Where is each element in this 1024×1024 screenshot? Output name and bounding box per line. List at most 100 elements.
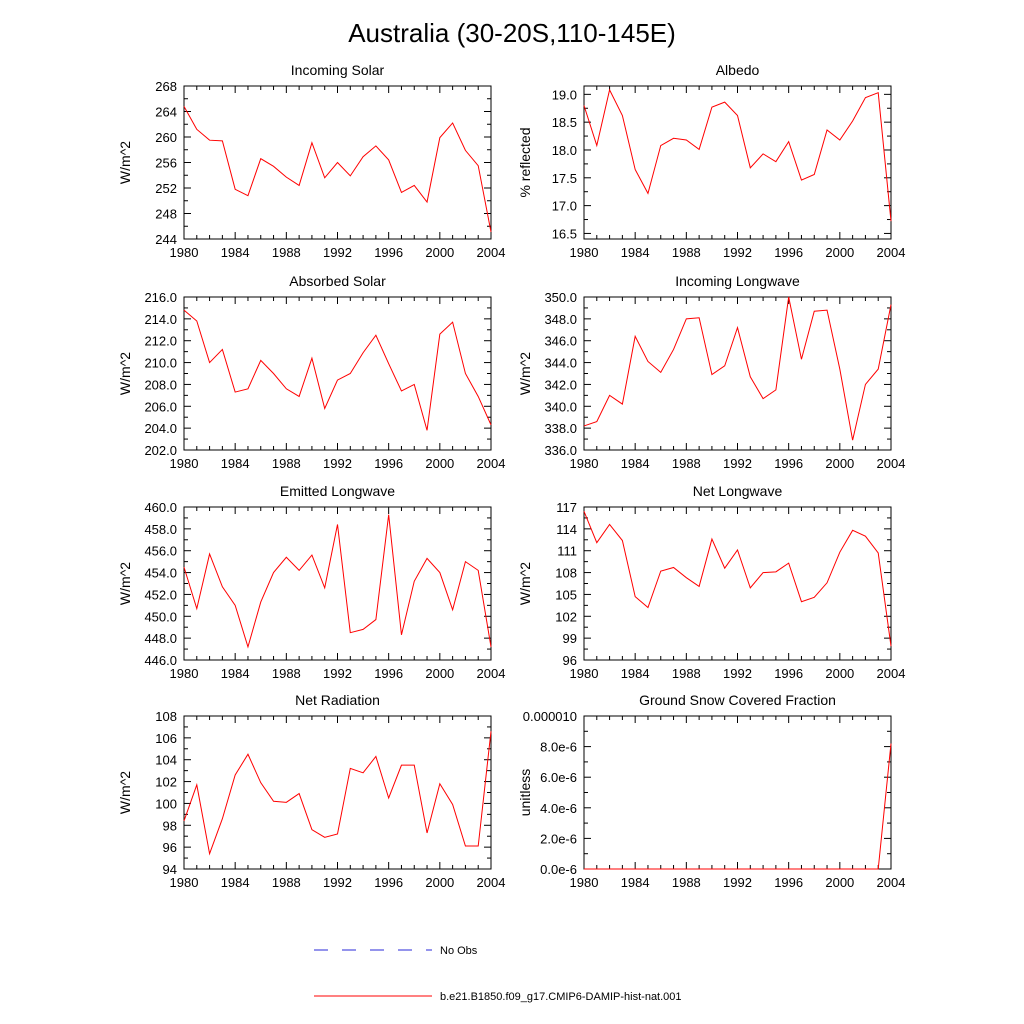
y-tick-label: 117: [556, 500, 577, 515]
y-tick-label: 216.0: [144, 290, 177, 305]
y-tick-label: 102: [155, 775, 177, 790]
series-line: [583, 88, 892, 222]
panel-title: Net Radiation: [295, 692, 380, 708]
y-tick-label: 96: [563, 653, 577, 668]
x-tick-label: 1996: [774, 456, 803, 471]
figure-title: Australia (30-20S,110-145E): [348, 18, 676, 48]
y-tick-label: 108: [555, 566, 577, 581]
y-tick-label: 248: [155, 207, 177, 222]
x-tick-label: 2000: [425, 875, 454, 890]
y-tick-label: 114: [556, 522, 577, 537]
y-tick-label: 18.5: [552, 115, 577, 130]
y-tick-label: 454.0: [144, 566, 177, 581]
y-tick-label: 212.0: [144, 334, 177, 349]
x-tick-label: 2000: [825, 875, 854, 890]
chart-panel: Net Radiation 1980 1984 1988 1992 1996 2000 200…: [117, 692, 505, 890]
panel-title: Net Longwave: [693, 483, 783, 499]
y-tick-label: 98: [163, 818, 177, 833]
plot-frame: [583, 85, 892, 240]
series-line: [183, 106, 492, 233]
y-tick-label: 106: [155, 731, 177, 746]
chart-panel: Incoming Longwave 1980 1984 1988 1992 1996 200…: [517, 273, 905, 471]
panel-title: Absorbed Solar: [289, 273, 386, 289]
y-axis-label: W/m^2: [117, 141, 133, 184]
y-tick-label: 452.0: [144, 587, 177, 602]
x-tick-label: 1988: [672, 245, 701, 260]
x-tick-label: 1988: [272, 875, 301, 890]
y-tick-label: 252: [155, 181, 177, 196]
x-tick-label: 2004: [877, 666, 906, 681]
y-axis-label: W/m^2: [517, 352, 533, 395]
x-tick-label: 2000: [825, 456, 854, 471]
panel-title: Incoming Longwave: [675, 273, 800, 289]
y-axis-label: W/m^2: [517, 562, 533, 605]
x-tick-label: 2004: [477, 456, 506, 471]
panel-title: Albedo: [716, 62, 760, 78]
y-tick-label: 446.0: [144, 653, 177, 668]
y-tick-label: 350.0: [544, 290, 577, 305]
x-tick-label: 1996: [374, 456, 403, 471]
plot-frame: [583, 296, 892, 451]
y-tick-label: 458.0: [144, 522, 177, 537]
series-line: [183, 309, 492, 431]
y-tick-label: 346.0: [544, 334, 577, 349]
y-axis-label: W/m^2: [117, 771, 133, 814]
x-tick-label: 2004: [477, 875, 506, 890]
x-tick-label: 1996: [774, 245, 803, 260]
x-tick-label: 1992: [723, 875, 752, 890]
x-tick-label: 1984: [221, 456, 250, 471]
series-line: [583, 511, 892, 647]
y-tick-label: 19.0: [552, 87, 577, 102]
legend-model-label: b.e21.B1850.f09_g17.CMIP6-DAMIP-hist-nat…: [440, 991, 682, 1003]
x-tick-label: 1996: [774, 875, 803, 890]
y-tick-label: 94: [163, 862, 177, 877]
y-tick-label: 338.0: [544, 421, 577, 436]
y-tick-label: 18.0: [552, 143, 577, 158]
x-tick-label: 1992: [323, 245, 352, 260]
y-tick-label: 340.0: [544, 399, 577, 414]
y-tick-label: 202.0: [144, 443, 177, 458]
x-tick-label: 2000: [825, 245, 854, 260]
x-tick-label: 2000: [425, 666, 454, 681]
y-tick-label: 210.0: [144, 356, 177, 371]
y-tick-label: 96: [163, 840, 177, 855]
chart-panel: Emitted Longwave 1980 1984 1988 1992 1996 2000…: [117, 483, 505, 681]
plot-frame: [583, 506, 892, 661]
x-tick-label: 1984: [221, 875, 250, 890]
y-tick-label: 105: [555, 587, 577, 602]
y-axis-label: unitless: [517, 769, 533, 816]
x-tick-label: 1980: [570, 666, 599, 681]
x-tick-label: 1996: [774, 666, 803, 681]
x-tick-label: 1984: [221, 666, 250, 681]
plot-frame: [583, 715, 892, 870]
y-tick-label: 100: [155, 796, 177, 811]
panel-title: Ground Snow Covered Fraction: [639, 692, 836, 708]
y-tick-label: 8.0e-6: [540, 740, 577, 755]
y-tick-label: 450.0: [144, 609, 177, 624]
panels: Incoming Solar 1980 1984 1988 1992 1996 2000 20…: [117, 62, 905, 890]
y-axis-label: W/m^2: [117, 562, 133, 605]
y-axis-label: % reflected: [517, 127, 533, 197]
series-line: [583, 296, 892, 441]
x-tick-label: 1980: [170, 456, 199, 471]
x-tick-label: 1984: [621, 245, 650, 260]
y-tick-label: 6.0e-6: [540, 770, 577, 785]
x-tick-label: 1992: [723, 245, 752, 260]
y-tick-label: 0.0e-6: [540, 862, 577, 877]
y-tick-label: 214.0: [144, 312, 177, 327]
x-tick-label: 1992: [323, 456, 352, 471]
y-tick-label: 2.0e-6: [540, 831, 577, 846]
x-tick-label: 1988: [272, 456, 301, 471]
y-tick-label: 99: [563, 631, 577, 646]
x-tick-label: 1992: [323, 875, 352, 890]
y-tick-label: 336.0: [544, 443, 577, 458]
y-tick-label: 16.5: [552, 226, 577, 241]
x-tick-label: 1988: [272, 245, 301, 260]
y-tick-label: 111: [557, 544, 577, 559]
plot-frame: [183, 506, 492, 661]
y-tick-label: 348.0: [544, 312, 577, 327]
x-tick-label: 1980: [570, 875, 599, 890]
y-tick-label: 0.000010: [523, 709, 577, 724]
x-tick-label: 1980: [570, 245, 599, 260]
